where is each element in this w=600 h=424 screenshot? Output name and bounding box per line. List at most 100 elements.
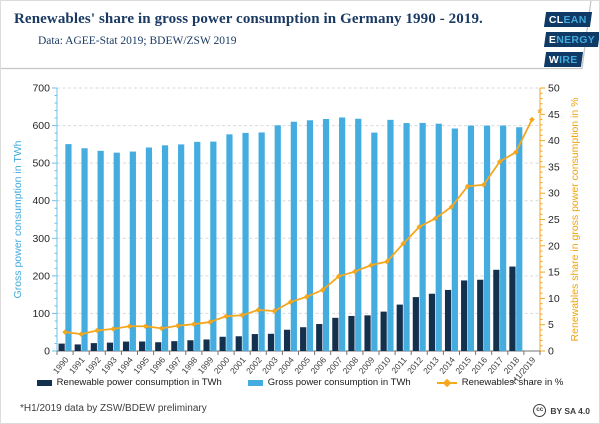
gross-bar <box>194 141 201 351</box>
svg-text:2005: 2005 <box>292 355 312 376</box>
gross-bar <box>516 127 523 351</box>
svg-text:1998: 1998 <box>180 355 200 376</box>
svg-text:40: 40 <box>548 135 560 147</box>
svg-text:0: 0 <box>548 346 554 358</box>
gross-bar <box>435 123 442 351</box>
share-line-marker-icon <box>436 378 457 387</box>
svg-text:2012: 2012 <box>405 355 425 376</box>
renewable-bar <box>364 315 371 351</box>
gross-bar <box>451 128 458 351</box>
gross-bar <box>81 148 88 351</box>
gross-bar <box>306 120 314 351</box>
renewable-bar <box>300 327 307 351</box>
share-marker <box>62 329 68 335</box>
gross-bar <box>419 122 426 351</box>
share-marker <box>255 307 262 313</box>
share-marker <box>78 331 84 337</box>
gross-bar <box>65 144 72 351</box>
gross-bar <box>129 151 136 351</box>
svg-text:10: 10 <box>548 293 560 305</box>
cc-icon: cc <box>533 404 547 417</box>
svg-text:700: 700 <box>32 83 50 95</box>
svg-text:2013: 2013 <box>421 355 441 376</box>
share-marker <box>126 323 133 330</box>
svg-text:1993: 1993 <box>99 355 119 376</box>
gross-bar <box>483 125 491 351</box>
renewable-bar <box>90 343 97 351</box>
renewable-bars <box>58 266 516 351</box>
share-marker <box>513 149 519 155</box>
gross-bars <box>65 117 523 352</box>
share-markers <box>62 116 535 337</box>
share-marker <box>432 215 439 222</box>
gross-bar <box>258 132 265 351</box>
legend-item-renewable: Renewable power consumption in TWh <box>36 377 222 388</box>
renewable-bar <box>155 342 162 351</box>
gross-bar <box>371 132 378 351</box>
svg-text:1995: 1995 <box>131 355 151 376</box>
gross-bar <box>355 118 362 351</box>
svg-text:200: 200 <box>32 270 50 282</box>
left-axis-title: Gross power consumption in TWh <box>12 140 24 298</box>
renewable-bar <box>412 297 419 351</box>
renewable-bar <box>251 334 258 351</box>
share-marker <box>110 326 117 332</box>
gross-swatch-icon <box>247 379 263 386</box>
legend-item-gross: Gross power consumption in TWh <box>247 377 411 388</box>
svg-text:2003: 2003 <box>260 355 280 376</box>
share-marker <box>174 322 181 329</box>
svg-text:500: 500 <box>32 158 50 170</box>
renewable-bar <box>493 269 500 351</box>
gross-bar <box>210 141 217 351</box>
svg-text:35: 35 <box>548 161 560 173</box>
svg-text:1994: 1994 <box>115 355 135 376</box>
svg-text:1999: 1999 <box>196 355 216 376</box>
gross-bar <box>403 123 410 351</box>
share-marker <box>529 116 535 123</box>
renewable-bar <box>444 289 452 351</box>
share-marker <box>158 325 165 332</box>
logo-line-wire: WIRE <box>543 49 599 67</box>
renewable-bar <box>509 266 516 351</box>
share-marker <box>335 273 342 280</box>
gross-bar <box>322 118 330 351</box>
svg-text:2011: 2011 <box>389 355 409 376</box>
renewable-bar <box>171 341 178 351</box>
gross-bar <box>161 145 169 351</box>
svg-text:30: 30 <box>548 188 560 200</box>
share-marker <box>464 183 471 190</box>
gross-bar <box>226 134 233 351</box>
renewable-bar <box>74 344 81 351</box>
svg-text:5: 5 <box>548 319 554 331</box>
svg-text:2017: 2017 <box>485 355 505 376</box>
renewable-bar <box>122 341 130 351</box>
svg-text:45: 45 <box>548 109 560 121</box>
renewable-bar <box>477 279 484 351</box>
svg-text:15: 15 <box>548 267 560 279</box>
license-badge: cc BY SA 4.0 <box>533 404 590 417</box>
svg-text:2001: 2001 <box>228 355 248 376</box>
svg-text:2016: 2016 <box>469 355 489 376</box>
share-marker <box>223 313 229 320</box>
share-marker <box>287 299 294 305</box>
svg-text:2000: 2000 <box>212 355 232 376</box>
right-axis-title: Renewables share in gross power consumpt… <box>569 98 581 342</box>
clean-energy-wire-logo: CLEAN ENERGY WIRE <box>543 9 600 69</box>
svg-text:2015: 2015 <box>453 355 473 376</box>
share-marker <box>448 204 455 210</box>
footnote: *H1/2019 data by ZSW/BDEW preliminary <box>20 403 207 414</box>
renewable-bar <box>187 340 194 351</box>
svg-text:2009: 2009 <box>357 355 377 376</box>
share-marker <box>480 181 487 188</box>
gross-bar <box>467 125 475 351</box>
svg-text:1996: 1996 <box>147 355 167 376</box>
renewable-bar <box>332 317 339 351</box>
gross-bar <box>387 119 394 351</box>
renewable-bar <box>396 304 403 351</box>
share-marker <box>239 312 245 319</box>
gross-bar <box>178 144 185 351</box>
share-marker <box>142 323 149 330</box>
legend-label-share: Renewables' share in % <box>461 377 564 388</box>
share-marker <box>271 308 278 314</box>
